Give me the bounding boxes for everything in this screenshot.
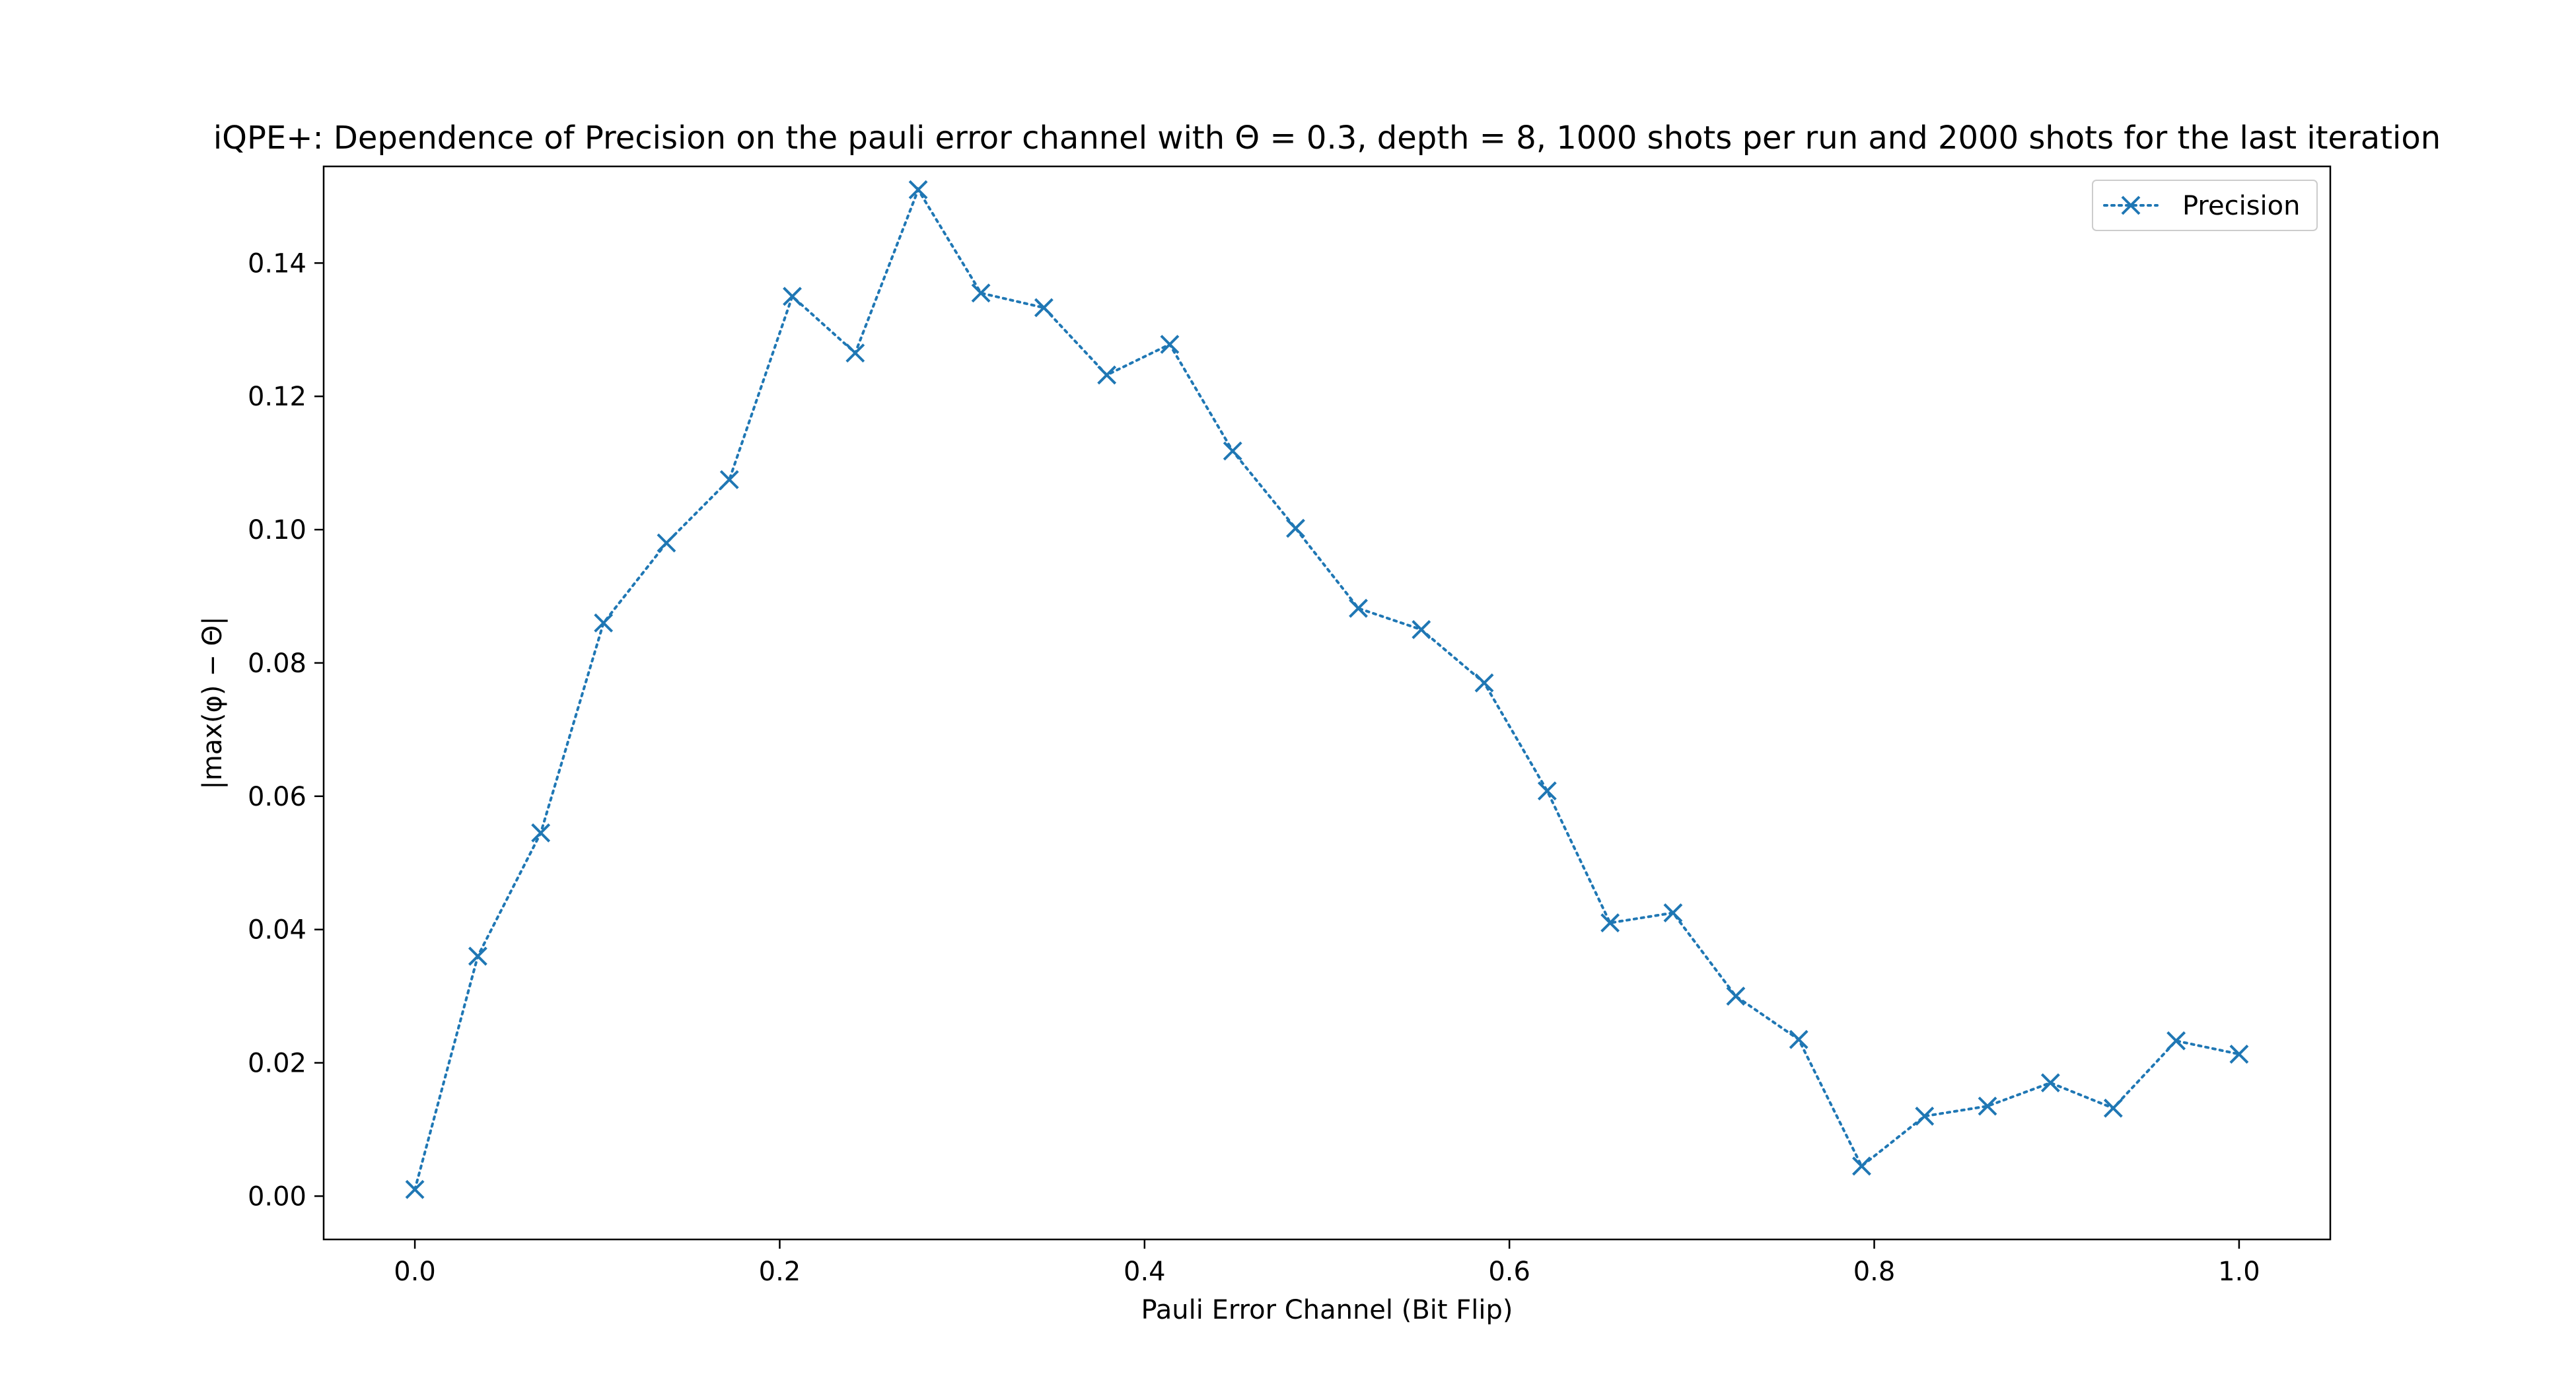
y-tick-label: 0.00 [248,1181,306,1212]
y-tick-label: 0.14 [248,248,306,279]
data-point [1978,1096,1997,1116]
x-tick-label: 1.0 [2218,1257,2260,1287]
x-tick-label: 0.8 [1853,1257,1896,1287]
legend-label: Precision [2182,191,2300,221]
data-point [657,533,676,553]
data-point [2166,1031,2186,1051]
data-point [908,180,928,199]
x-axis-label: Pauli Error Channel (Bit Flip) [1141,1295,1513,1325]
y-tick-label: 0.12 [248,382,306,412]
data-point [531,823,551,843]
data-point [2229,1044,2249,1064]
x-tick-label: 0.4 [1124,1257,1166,1287]
data-point [1412,620,1431,639]
data-point [2040,1073,2060,1093]
data-point [1160,335,1180,354]
data-point [1789,1029,1808,1049]
legend-x-marker [2121,195,2141,215]
data-point [1537,781,1557,801]
y-axis-label: |max(φ) − Θ| [197,616,228,789]
data-point [845,343,865,363]
data-point [1852,1156,1871,1176]
y-tick-label: 0.04 [248,915,306,946]
chart-title: iQPE+: Dependence of Precision on the pa… [213,120,2441,156]
data-point [405,1179,425,1199]
legend: Precision [2092,180,2318,231]
data-point [1286,518,1305,538]
data-point [783,287,802,306]
data-point [1915,1106,1935,1126]
plot-area: 0.0 0.2 0.4 0.6 0.8 1.0 0.00 0.02 0.04 0.06 0.08 0.… [248,165,2332,1287]
data-point [2103,1098,2123,1118]
data-point [1034,298,1054,318]
plot-frame [322,165,2332,1241]
x-tick-label: 0.0 [394,1257,436,1287]
data-point [1349,598,1368,618]
data-point [594,613,614,633]
data-point [1097,365,1117,385]
data-point [1474,673,1494,693]
legend-frame [2092,180,2318,231]
x-tick-label: 0.6 [1488,1257,1530,1287]
y-tick-label: 0.08 [248,648,306,679]
y-tick-label: 0.02 [248,1049,306,1079]
data-point [1600,913,1620,932]
x-tick-label: 0.2 [759,1257,801,1287]
data-point [971,283,991,303]
y-tick-label: 0.06 [248,782,306,812]
data-point [719,469,739,489]
y-tick-label: 0.10 [248,515,306,545]
data-point [1726,987,1746,1006]
series-line [413,186,2240,1191]
data-point [1223,441,1242,461]
data-point [1663,903,1683,922]
data-point [468,946,487,966]
